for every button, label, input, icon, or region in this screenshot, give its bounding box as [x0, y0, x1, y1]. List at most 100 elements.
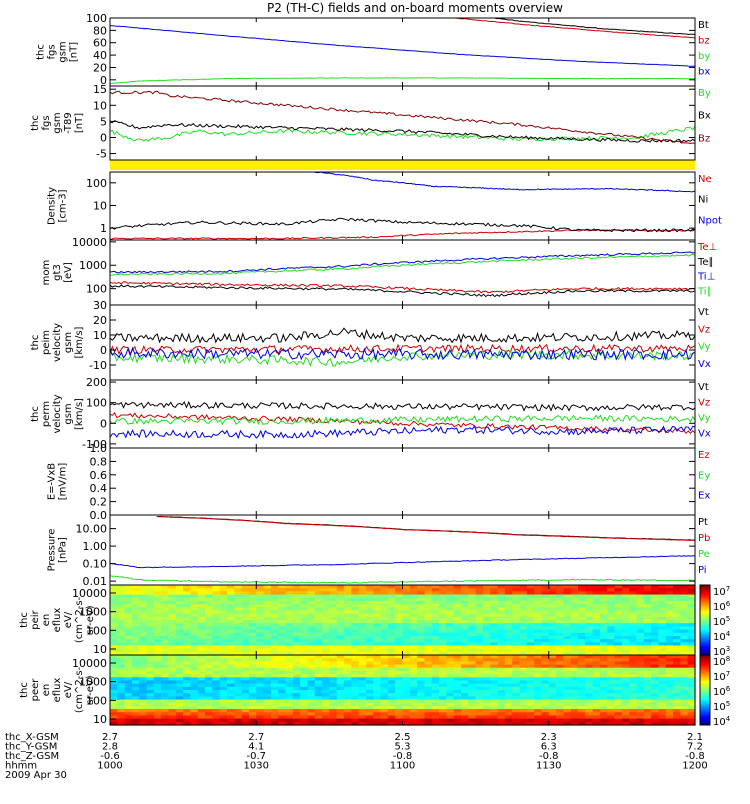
y-tick-label: 10.00	[76, 523, 108, 536]
heatmap-cell	[344, 686, 352, 691]
heatmap-cell	[651, 661, 660, 666]
heatmap-cell	[468, 591, 477, 596]
heatmap-cell	[190, 610, 199, 615]
heatmap-cell	[205, 607, 213, 612]
heatmap-cell	[431, 588, 440, 592]
heatmap-cell	[673, 718, 681, 723]
heatmap-cell	[270, 715, 279, 720]
heatmap-cell	[358, 604, 367, 608]
heatmap-cell	[629, 670, 638, 675]
ephemeris-value: 1100	[390, 761, 415, 772]
heatmap-cell	[219, 585, 228, 589]
heatmap-cell	[541, 623, 550, 627]
heatmap-cell	[614, 642, 623, 647]
heatmap-cell	[541, 683, 550, 688]
heatmap-cell	[380, 613, 389, 618]
heatmap-cell	[241, 626, 250, 631]
heatmap-cell	[146, 632, 155, 637]
heatmap-cell	[314, 639, 323, 643]
heatmap-cell	[482, 607, 491, 612]
heatmap-cell	[409, 604, 418, 608]
heatmap-cell	[687, 683, 696, 688]
heatmap-cell	[621, 642, 630, 647]
heatmap-cell	[526, 712, 535, 717]
heatmap-cell	[234, 591, 243, 596]
heatmap-cell	[175, 594, 184, 599]
heatmap-cell	[556, 600, 564, 605]
heatmap-cell	[643, 645, 652, 650]
heatmap-cell	[461, 696, 469, 701]
heatmap-cell	[658, 620, 667, 624]
heatmap-cell	[453, 616, 462, 621]
colorbar-tick-label: 103	[713, 645, 730, 658]
heatmap-cell	[314, 620, 323, 624]
heatmap-cell	[439, 690, 447, 694]
heatmap-cell	[329, 620, 338, 624]
heatmap-cell	[402, 712, 411, 717]
heatmap-cell	[607, 686, 616, 691]
heatmap-cell	[592, 632, 601, 637]
heatmap-cell	[248, 626, 257, 631]
heatmap-cell	[387, 709, 396, 713]
heatmap-cell	[409, 699, 418, 704]
heatmap-cell	[234, 623, 243, 627]
heatmap-cell	[212, 600, 221, 605]
heatmap-cell	[504, 690, 513, 694]
heatmap-cell	[373, 648, 382, 653]
heatmap-cell	[329, 604, 338, 608]
heatmap-cell	[636, 712, 645, 717]
y-axis-label: [km/s]	[74, 398, 85, 430]
ephemeris-value: 2.3	[541, 732, 557, 743]
heatmap-cell	[621, 610, 630, 615]
heatmap-cell	[292, 661, 301, 666]
heatmap-cell	[585, 648, 594, 653]
heatmap-cell	[680, 712, 689, 717]
heatmap-cell	[380, 604, 389, 608]
heatmap-cell	[409, 648, 418, 653]
heatmap-cell	[512, 715, 521, 720]
heatmap-cell	[227, 658, 235, 662]
heatmap-cell	[358, 616, 367, 621]
heatmap-cell	[592, 623, 601, 627]
heatmap-cell	[599, 645, 608, 650]
heatmap-cell	[183, 674, 192, 678]
heatmap-cell	[307, 715, 316, 720]
heatmap-cell	[395, 667, 404, 672]
heatmap-cell	[541, 702, 550, 707]
heatmap-cell	[227, 709, 235, 713]
heatmap-cell	[373, 588, 382, 592]
heatmap-cell	[292, 712, 301, 717]
heatmap-cell	[497, 607, 506, 612]
heatmap-cell	[453, 690, 462, 694]
heatmap-cell	[329, 715, 338, 720]
colorbar-cell	[700, 655, 710, 658]
heatmap-cell	[270, 623, 279, 627]
heatmap-cell	[490, 639, 499, 643]
heatmap-cell	[680, 699, 689, 704]
heatmap-cell	[212, 591, 221, 596]
colorbar-cell	[700, 635, 710, 638]
heatmap-cell	[248, 661, 257, 666]
heatmap-cell	[439, 623, 447, 627]
heatmap-cell	[336, 639, 345, 643]
heatmap-cell	[680, 616, 689, 621]
heatmap-cell	[387, 645, 396, 650]
heatmap-cell	[358, 651, 367, 656]
heatmap-cell	[461, 705, 469, 710]
heatmap-cell	[687, 632, 696, 637]
heatmap-cell	[117, 616, 126, 621]
heatmap-cell	[607, 655, 616, 659]
heatmap-cell	[424, 585, 433, 589]
heatmap-cell	[585, 607, 594, 612]
heatmap-cell	[578, 610, 586, 615]
heatmap-cell	[270, 696, 279, 701]
heatmap-cell	[548, 686, 557, 691]
heatmap-cell	[526, 690, 535, 694]
heatmap-cell	[146, 591, 155, 596]
heatmap-cell	[256, 600, 265, 605]
heatmap-cell	[424, 610, 433, 615]
heatmap-cell	[124, 607, 133, 612]
heatmap-cell	[534, 686, 543, 691]
colorbar-tick-label: 105	[713, 615, 730, 628]
